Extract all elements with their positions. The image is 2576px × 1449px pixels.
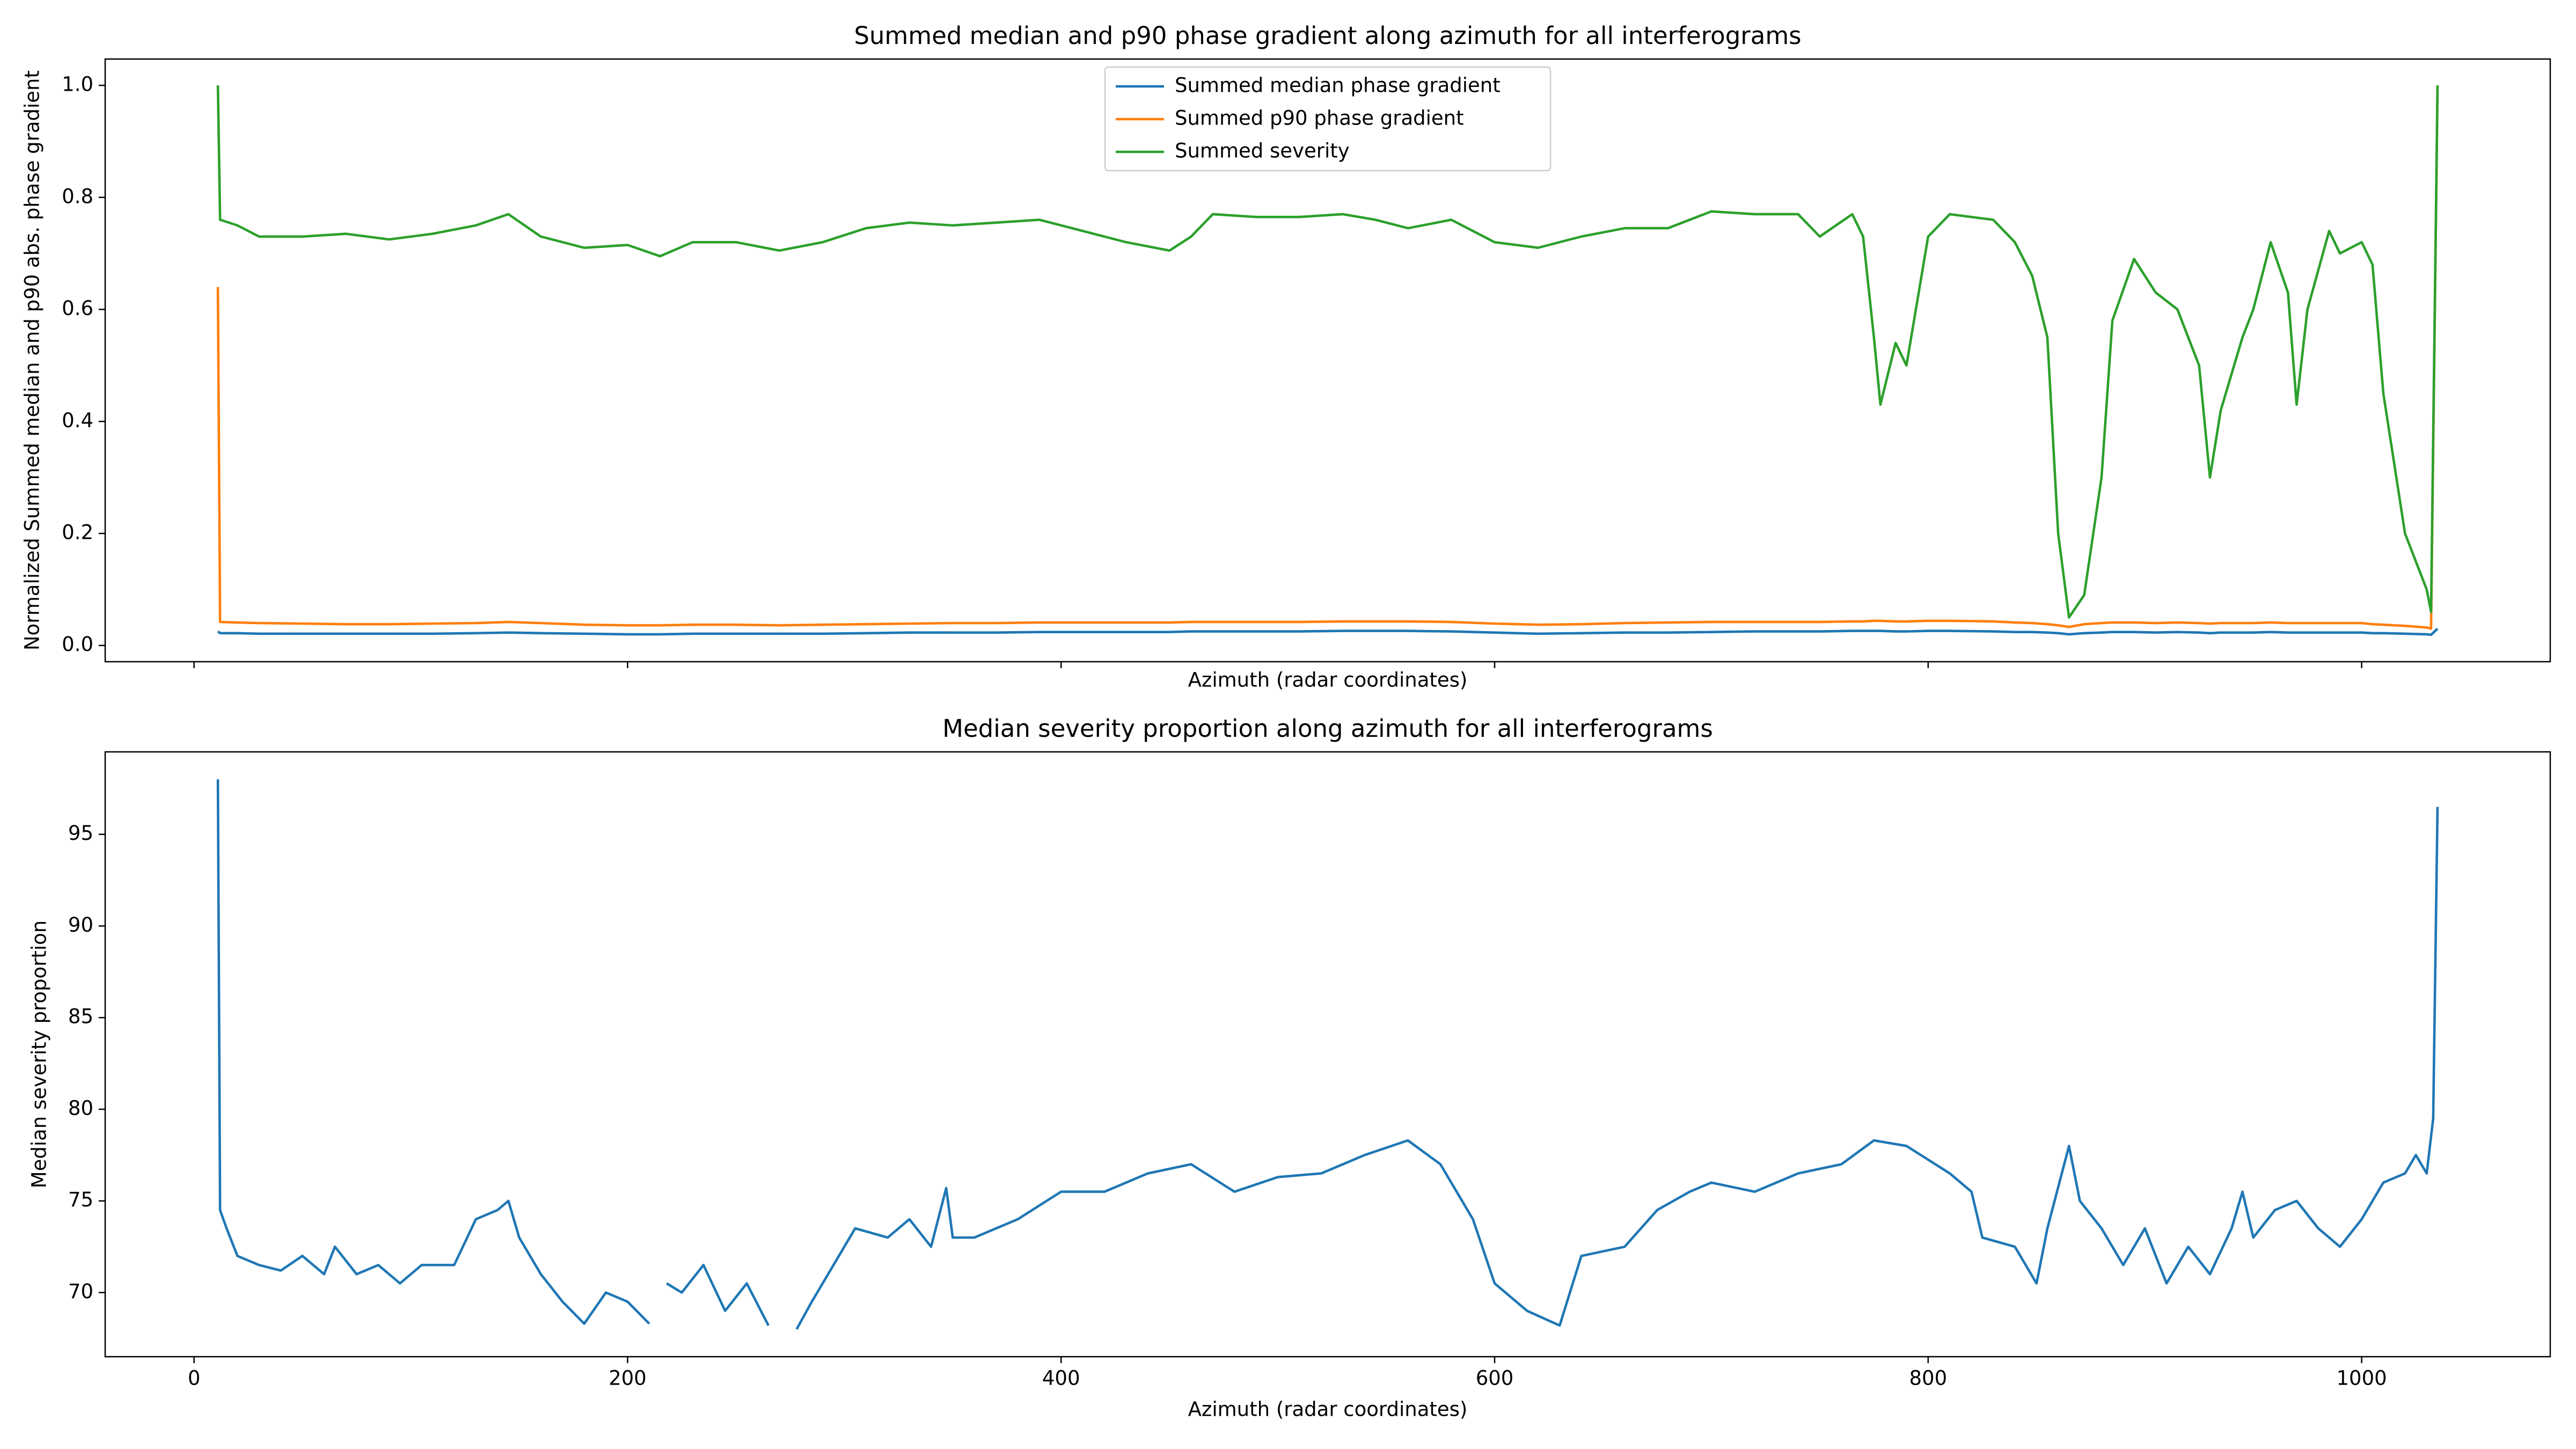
chart-title: Summed median and p90 phase gradient alo… xyxy=(854,21,1801,50)
y-tick-label: 0.4 xyxy=(62,409,93,432)
data-line xyxy=(216,779,2439,1330)
y-tick-label: 0.0 xyxy=(62,633,93,656)
data-line xyxy=(217,627,2439,636)
plot-frame xyxy=(104,58,2551,663)
x-tick-label: 600 xyxy=(1476,1367,1514,1390)
x-tick-label: 0 xyxy=(188,1367,201,1390)
y-tick-label: 90 xyxy=(68,913,93,936)
chart-title: Median severity proportion along azimuth… xyxy=(942,714,1713,743)
y-tick-label: 75 xyxy=(68,1188,93,1211)
plot-frame xyxy=(104,751,2551,1358)
y-tick-label: 85 xyxy=(68,1005,93,1028)
y-tick-label: 70 xyxy=(68,1280,93,1303)
x-tick-label: 200 xyxy=(609,1367,647,1390)
y-tick-label: 1.0 xyxy=(62,73,93,96)
y-axis-label: Normalized Summed median and p90 abs. ph… xyxy=(21,70,44,650)
legend-label: Summed severity xyxy=(1175,140,1350,163)
data-line xyxy=(216,85,2439,619)
data-line xyxy=(216,85,2439,630)
y-tick-label: 95 xyxy=(68,822,93,845)
x-axis-label: Azimuth (radar coordinates) xyxy=(1188,669,1468,692)
x-axis-label: Azimuth (radar coordinates) xyxy=(1188,1398,1468,1421)
y-tick-label: 0.6 xyxy=(62,297,93,320)
legend-label: Summed median phase gradient xyxy=(1175,74,1501,97)
y-tick-label: 0.2 xyxy=(62,521,93,544)
y-tick-label: 0.8 xyxy=(62,185,93,208)
y-tick-label: 80 xyxy=(68,1096,93,1119)
x-tick-label: 400 xyxy=(1042,1367,1080,1390)
y-axis-label: Median severity proportion xyxy=(28,920,51,1188)
x-tick-label: 1000 xyxy=(2337,1367,2387,1390)
legend-box xyxy=(1104,66,1552,172)
x-tick-label: 800 xyxy=(1909,1367,1947,1390)
legend-label: Summed p90 phase gradient xyxy=(1175,107,1464,130)
